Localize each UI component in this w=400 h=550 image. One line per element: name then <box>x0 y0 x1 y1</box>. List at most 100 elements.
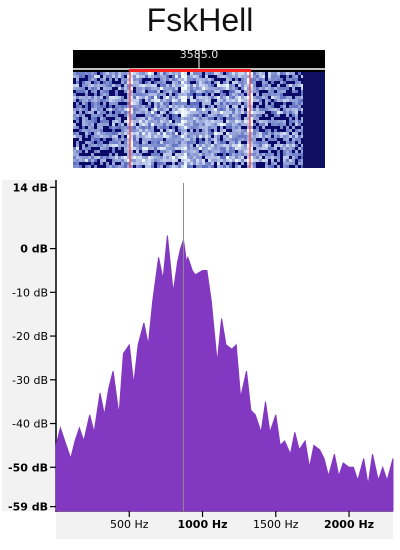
waterfall-pixel <box>106 87 109 90</box>
waterfall-pixel <box>277 108 280 111</box>
waterfall-pixel <box>145 105 148 108</box>
waterfall-pixel <box>172 102 175 105</box>
spectrum-plot-area[interactable] <box>55 183 394 512</box>
waterfall-pixel <box>268 105 271 108</box>
waterfall-pixel <box>226 156 229 159</box>
waterfall-pixel <box>112 84 115 87</box>
waterfall-pixel <box>154 75 157 78</box>
waterfall-pixel <box>139 90 142 93</box>
waterfall-pixel <box>97 138 100 141</box>
waterfall-pixel <box>271 159 274 162</box>
waterfall-pixel <box>100 72 103 75</box>
waterfall-pixel <box>223 129 226 132</box>
waterfall-pixel <box>271 111 274 114</box>
waterfall-pixel <box>73 126 76 129</box>
waterfall-pixel <box>178 78 181 81</box>
waterfall-pixel <box>220 165 223 168</box>
waterfall-pixel <box>256 120 259 123</box>
waterfall-pixel <box>112 75 115 78</box>
waterfall-pixel <box>133 144 136 147</box>
waterfall-pixel <box>139 165 142 168</box>
waterfall-pixel <box>289 108 292 111</box>
waterfall-pixel <box>220 117 223 120</box>
waterfall-pixel <box>166 78 169 81</box>
waterfall-pixel <box>295 156 298 159</box>
passband-bar[interactable] <box>129 69 251 72</box>
waterfall-pixel <box>85 72 88 75</box>
waterfall-pixel <box>130 132 133 135</box>
waterfall-pixel <box>85 102 88 105</box>
waterfall-display[interactable]: 3585.0 <box>73 50 325 168</box>
waterfall-pixel <box>190 102 193 105</box>
waterfall-pixel <box>217 117 220 120</box>
waterfall-pixel <box>136 111 139 114</box>
waterfall-pixel <box>169 141 172 144</box>
waterfall-pixel <box>190 150 193 153</box>
waterfall-pixel <box>139 108 142 111</box>
waterfall-pixel <box>178 84 181 87</box>
waterfall-pixel <box>88 165 91 168</box>
y-tick-label: -20 dB <box>12 330 48 343</box>
waterfall-pixel <box>151 75 154 78</box>
waterfall-pixel <box>124 162 127 165</box>
waterfall-pixel <box>115 117 118 120</box>
waterfall-pixel <box>154 159 157 162</box>
waterfall-pixel <box>223 162 226 165</box>
waterfall-pixel <box>190 84 193 87</box>
y-axis-panel <box>2 180 56 511</box>
waterfall-pixel <box>169 120 172 123</box>
waterfall-pixel <box>232 75 235 78</box>
waterfall-pixel <box>274 138 277 141</box>
waterfall-pixel <box>211 111 214 114</box>
waterfall-pixel <box>196 102 199 105</box>
waterfall-pixel <box>292 111 295 114</box>
waterfall-pixel <box>76 120 79 123</box>
waterfall-pixel <box>154 108 157 111</box>
waterfall-pixel <box>163 78 166 81</box>
waterfall-pixel <box>142 135 145 138</box>
waterfall-pixel <box>217 147 220 150</box>
waterfall-pixel <box>223 150 226 153</box>
waterfall-pixel <box>220 156 223 159</box>
waterfall-pixel <box>202 111 205 114</box>
waterfall-pixel <box>232 90 235 93</box>
waterfall-pixel <box>187 123 190 126</box>
waterfall-pixel <box>214 72 217 75</box>
waterfall-pixel <box>256 78 259 81</box>
waterfall-pixel <box>112 120 115 123</box>
waterfall-pixel <box>142 126 145 129</box>
waterfall-pixel <box>151 153 154 156</box>
waterfall-pixel <box>265 96 268 99</box>
waterfall-pixel <box>181 162 184 165</box>
waterfall-pixel <box>175 108 178 111</box>
waterfall-pixel <box>283 96 286 99</box>
waterfall-pixel <box>121 129 124 132</box>
waterfall-pixel <box>133 147 136 150</box>
waterfall-pixel <box>190 105 193 108</box>
waterfall-pixel <box>79 99 82 102</box>
waterfall-pixel <box>127 105 130 108</box>
waterfall-pixel <box>241 135 244 138</box>
waterfall-pixel <box>73 93 76 96</box>
waterfall-canvas[interactable]: 3585.0 <box>73 50 325 168</box>
waterfall-pixel <box>232 141 235 144</box>
waterfall-pixel <box>292 138 295 141</box>
waterfall-pixel <box>208 159 211 162</box>
waterfall-pixel <box>229 93 232 96</box>
waterfall-pixel <box>187 117 190 120</box>
waterfall-pixel <box>181 114 184 117</box>
waterfall-pixel <box>124 141 127 144</box>
waterfall-pixel <box>187 114 190 117</box>
waterfall-pixel <box>130 87 133 90</box>
waterfall-pixel <box>211 153 214 156</box>
waterfall-pixel <box>109 72 112 75</box>
waterfall-pixel <box>259 147 262 150</box>
waterfall-pixel <box>100 105 103 108</box>
waterfall-pixel <box>109 105 112 108</box>
waterfall-pixel <box>199 147 202 150</box>
waterfall-pixel <box>91 72 94 75</box>
waterfall-pixel <box>274 108 277 111</box>
waterfall-pixel <box>157 144 160 147</box>
waterfall-pixel <box>118 132 121 135</box>
waterfall-pixel <box>196 120 199 123</box>
